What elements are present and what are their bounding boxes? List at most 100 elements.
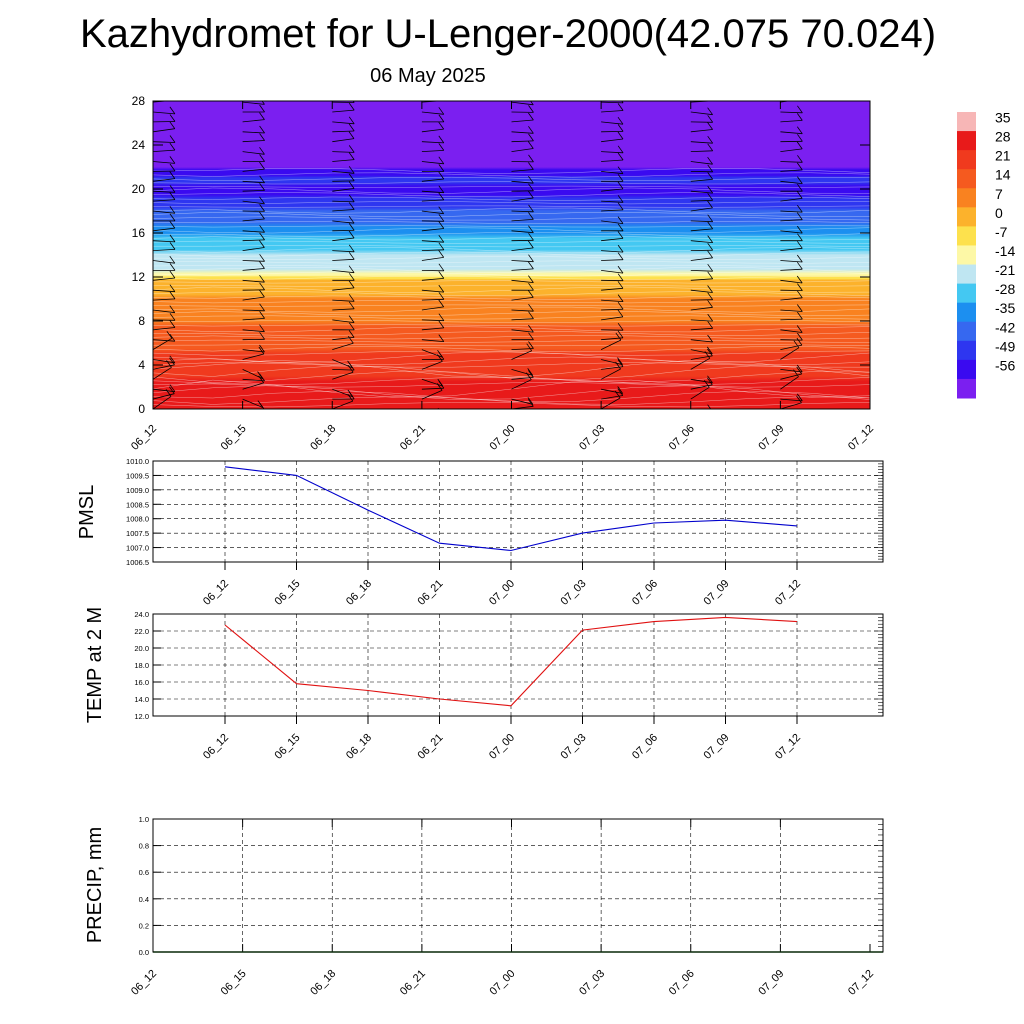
wind-barb-feather (259, 324, 265, 332)
wind-barb (869, 354, 892, 361)
wind-barb-feather (438, 284, 445, 293)
wind-barb-feather (261, 101, 265, 105)
wind-barb-shaft (421, 378, 443, 387)
wind-barb-shaft (869, 329, 870, 331)
wind-barb-shaft (421, 150, 444, 152)
wind-barb-feather (169, 242, 176, 250)
wind-barb (690, 242, 714, 251)
colorbar-label: -49 (995, 338, 1015, 354)
wind-barb-feather (617, 357, 623, 365)
wind-barb (153, 355, 176, 364)
y-tick-label: 0.4 (139, 895, 149, 904)
wind-barb (332, 315, 355, 323)
wind-barb (421, 135, 445, 144)
y-tick-label: 24 (132, 138, 146, 152)
wind-barb (511, 303, 534, 312)
wind-barb-feather (438, 164, 445, 172)
wind-barb-feather (169, 121, 176, 129)
wind-barb (421, 143, 445, 152)
y-tick-label: 4 (138, 358, 145, 372)
wind-barb-shaft (332, 250, 355, 253)
colorbar-swatch (957, 359, 976, 380)
wind-barb-feather (887, 354, 892, 361)
isotherm-line (153, 346, 870, 353)
x-tick-label: 06_12 (201, 732, 231, 762)
isotherm-line (153, 356, 870, 365)
wind-barb-feather (796, 176, 803, 184)
wind-barb-feather (169, 156, 176, 164)
wind-barb-feather (527, 399, 534, 407)
wind-barb-feather (169, 355, 176, 364)
wind-barb-feather (887, 383, 892, 390)
wind-barb-shaft (780, 180, 803, 184)
wind-barb-feather (617, 116, 624, 125)
wind-barb-shaft (601, 101, 624, 104)
wind-barb-shaft (421, 339, 444, 342)
wind-barb-shaft (601, 121, 624, 125)
wind-barb-shaft (421, 408, 424, 409)
isotherm-line (153, 205, 870, 208)
wind-barb (242, 398, 264, 408)
x-tick-label: 06_21 (398, 968, 428, 998)
isotherm-line (153, 216, 870, 221)
isotherm-line (153, 201, 870, 205)
wind-barb-feather (528, 275, 534, 283)
wind-barb (421, 284, 445, 293)
isotherm-line (153, 350, 870, 356)
wind-barb (153, 220, 176, 232)
wind-barb-feather (887, 324, 892, 331)
wind-barb-feather (617, 202, 624, 211)
x-tick-label: 07_06 (630, 732, 660, 762)
wind-barb-feather (169, 213, 176, 222)
wind-barb-feather (259, 154, 265, 162)
wind-barb-shaft (332, 130, 355, 133)
y-tick-label: 1006.5 (126, 558, 149, 567)
wind-barb-shaft (780, 169, 803, 172)
wind-barb-shaft (242, 296, 265, 301)
isotherm-line (153, 240, 870, 244)
wind-barb-shaft (153, 190, 176, 193)
wind-barb (780, 325, 803, 333)
wind-barb (869, 398, 870, 400)
wind-barb-feather (438, 313, 445, 321)
wind-barb-feather (438, 334, 445, 342)
wind-barb-feather (617, 309, 624, 318)
panel-frame (152, 460, 884, 563)
wind-barb-feather (348, 102, 355, 111)
wind-barb (601, 152, 624, 162)
wind-barb-shaft (153, 337, 173, 350)
wind-barb-feather (528, 324, 534, 333)
isotherm-line (153, 376, 870, 386)
wind-barb (511, 341, 534, 350)
wind-barb-feather (258, 346, 265, 355)
wind-barb-feather (887, 282, 892, 289)
wind-barb-shaft (511, 309, 534, 312)
wind-barb-feather (347, 389, 354, 398)
wind-barb-feather (259, 232, 265, 241)
wind-barb-feather (169, 185, 176, 193)
wind-barb-feather (169, 255, 176, 264)
wind-barb-shaft (421, 141, 444, 144)
wind-barb-shaft (511, 379, 532, 390)
wind-barb-shaft (690, 357, 711, 370)
wind-barb (601, 309, 624, 321)
wind-barb-shaft (421, 298, 444, 301)
wind-barb (690, 263, 714, 272)
x-tick-label: 07_06 (667, 968, 697, 998)
isotherm-line (153, 319, 870, 323)
colorbar-swatch (957, 321, 976, 342)
wind-barb-shaft (511, 210, 534, 213)
isotherm-line (153, 207, 870, 214)
wind-barb-shaft (242, 151, 265, 155)
wind-barb-feather (887, 224, 892, 231)
panel-frame (152, 818, 884, 953)
colorbar-swatch (957, 131, 976, 151)
wind-barb (332, 102, 355, 113)
wind-barb-feather (887, 203, 892, 210)
wind-barb-shaft (690, 179, 713, 182)
colorbar-label: -7 (995, 224, 1008, 240)
wind-barb-feather (617, 330, 624, 339)
wind-barb-feather (348, 194, 355, 203)
wind-barb-feather (707, 214, 714, 222)
x-tick-label: 07_12 (846, 423, 876, 453)
